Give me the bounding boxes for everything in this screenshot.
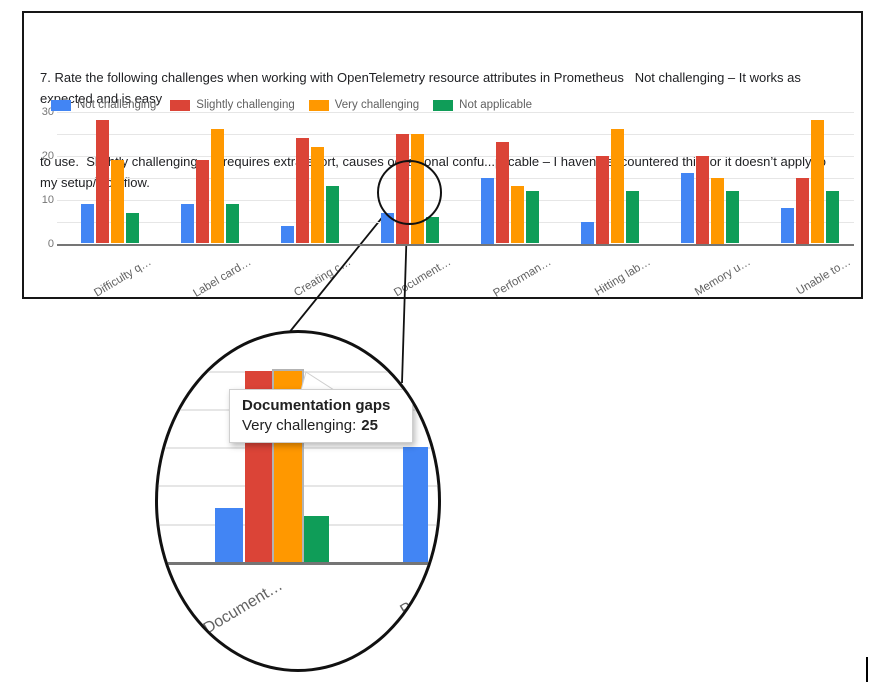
bar-not-challenging-6[interactable] [681, 173, 694, 244]
magnified-category-label: Document… [200, 577, 286, 638]
gridline-20 [57, 155, 854, 157]
x-category-label-3: Document… [392, 256, 454, 300]
bar-not-applicable-4[interactable] [526, 190, 539, 244]
legend-item-not-applicable: Not applicable [433, 99, 532, 111]
gridline-5 [57, 221, 854, 223]
magnified-x-axis-line [158, 562, 438, 565]
chart-tooltip: Documentation gaps Very challenging: 25 [229, 389, 413, 443]
bar-not-applicable-2[interactable] [326, 186, 339, 244]
bar-not-applicable-0[interactable] [126, 212, 139, 244]
legend-item-not-challenging: Not challenging [51, 99, 156, 111]
bar-not-applicable-1[interactable] [226, 203, 239, 244]
bar-not-applicable-7[interactable] [826, 190, 839, 244]
bar-slightly-challenging-2[interactable] [296, 137, 309, 244]
x-category-label-5: Hitting lab… [593, 256, 654, 299]
legend-swatch-icon [170, 99, 191, 111]
gridline-30 [57, 111, 854, 113]
legend-item-slightly-challenging: Slightly challenging [170, 99, 295, 111]
bar-not-applicable-6[interactable] [726, 190, 739, 244]
bar-very-challenging-1[interactable] [211, 129, 224, 244]
x-category-label-0: Difficulty q… [91, 256, 154, 300]
bar-slightly-challenging-4[interactable] [496, 142, 509, 244]
bar-not-challenging-7[interactable] [781, 208, 794, 244]
tooltip-value-line: Very challenging: 25 [242, 416, 400, 436]
bar-not-challenging-5[interactable] [581, 221, 594, 244]
bar-not-challenging-2[interactable] [281, 225, 294, 244]
tooltip-category: Documentation gaps [242, 397, 391, 414]
magnified-bar-not-challenging[interactable] [215, 508, 243, 562]
question-title-line-2: to use. Slightly challenging – It requir… [40, 154, 830, 190]
y-tick-label-10: 10 [41, 193, 54, 206]
x-category-label-4: Performan… [491, 256, 554, 300]
legend-label: Not applicable [459, 99, 533, 111]
bar-very-challenging-0[interactable] [111, 159, 124, 244]
bar-not-challenging-4[interactable] [481, 177, 494, 244]
gridline-10 [57, 199, 854, 201]
bar-slightly-challenging-5[interactable] [596, 155, 609, 244]
question-title: 7. Rate the following challenges when wo… [40, 25, 846, 235]
tooltip-series-label: Very challenging: [242, 417, 357, 434]
magnified-bar-not-applicable[interactable] [304, 516, 329, 562]
y-tick-label-0: 0 [47, 237, 54, 250]
bar-not-applicable-5[interactable] [626, 190, 639, 244]
chart-legend: Not challenging Slightly challenging Very … [51, 99, 532, 111]
text-cursor[interactable] [866, 657, 868, 682]
legend-swatch-icon [51, 99, 71, 111]
x-category-label-7: Unable to… [794, 256, 854, 298]
bar-slightly-challenging-6[interactable] [696, 155, 709, 244]
bar-not-challenging-1[interactable] [181, 203, 194, 244]
gridline-15 [57, 177, 854, 179]
x-category-label-6: Memory u… [693, 256, 754, 299]
bar-very-challenging-7[interactable] [811, 120, 824, 244]
bar-not-applicable-3[interactable] [426, 217, 439, 244]
x-category-label-1: Label card… [191, 256, 254, 300]
legend-label: Slightly challenging [196, 99, 295, 111]
bar-very-challenging-2[interactable] [311, 146, 324, 244]
bar-not-challenging-0[interactable] [81, 203, 94, 244]
bar-very-challenging-6[interactable] [711, 177, 724, 244]
bar-very-challenging-5[interactable] [611, 129, 624, 244]
y-tick-label-20: 20 [41, 149, 54, 162]
magnified-partial-category-label: Perfo [397, 585, 439, 620]
gridline-25 [57, 133, 854, 135]
legend-label: Not challenging [77, 99, 157, 111]
bar-very-challenging-4[interactable] [511, 186, 524, 244]
bar-slightly-challenging-1[interactable] [196, 159, 209, 244]
annotation-circle [377, 160, 442, 225]
tooltip-value: 25 [361, 417, 378, 434]
bar-slightly-challenging-0[interactable] [96, 120, 109, 244]
x-axis-line [57, 243, 854, 246]
legend-item-very-challenging: Very challenging [308, 99, 420, 111]
question-title-line-1: 7. Rate the following challenges when wo… [40, 70, 805, 106]
magnified-bar-next-group[interactable] [403, 447, 428, 562]
magnifier-bubble: Documentation gaps Very challenging: 25 D… [155, 330, 441, 672]
legend-label: Very challenging [334, 99, 420, 111]
y-tick-label-30: 30 [41, 105, 54, 118]
x-category-label-2: Creating c… [292, 256, 354, 300]
legend-swatch-icon [433, 99, 454, 111]
survey-chart-figure: 7. Rate the following challenges when wo… [22, 11, 863, 300]
legend-swatch-icon [308, 99, 329, 111]
bar-slightly-challenging-7[interactable] [796, 177, 809, 244]
